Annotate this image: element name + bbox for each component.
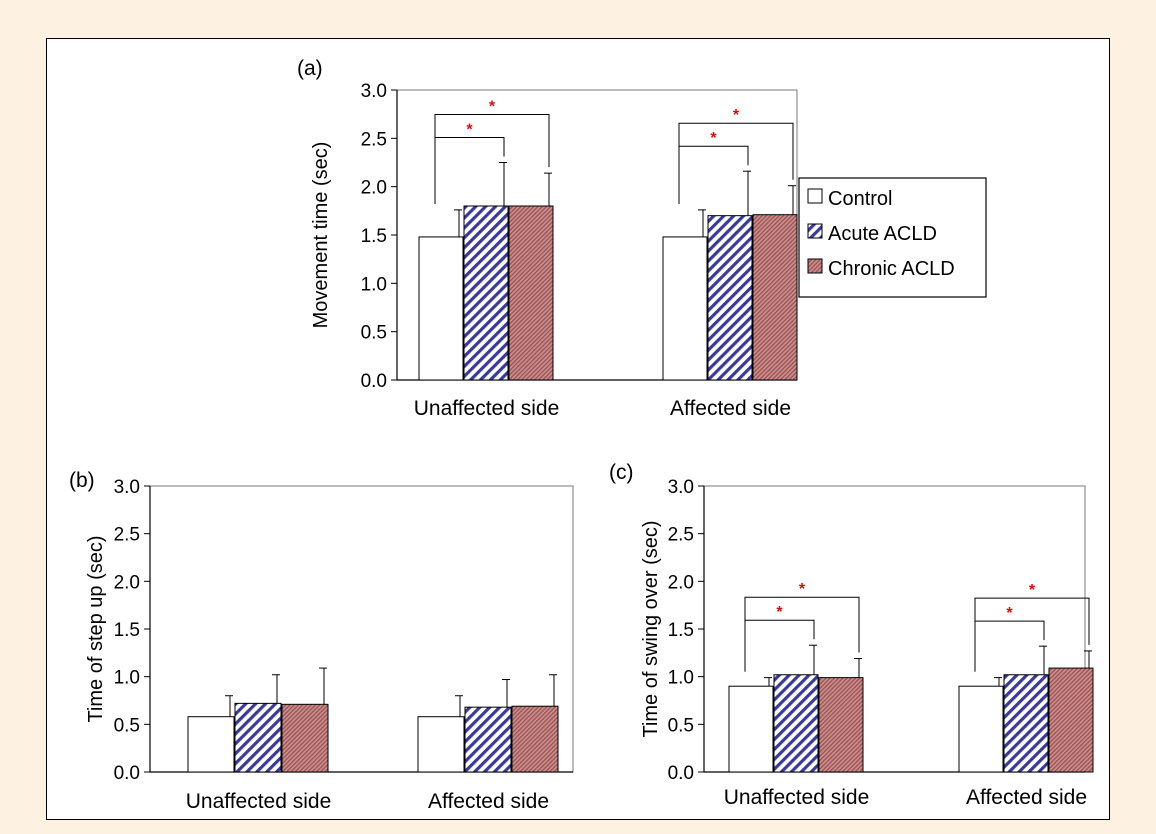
category-label: Unaffected side [414, 397, 560, 420]
y-tick-label: 1.0 [114, 668, 140, 689]
bar [187, 716, 235, 773]
bar [463, 205, 509, 381]
y-tick-label: 2.5 [361, 129, 387, 150]
bar [417, 716, 465, 773]
y-axis-title: Time of swing over (sec) [640, 520, 662, 737]
legend-item-label: Acute ACLD [828, 223, 937, 245]
bar [511, 705, 559, 773]
significance-bracket [744, 596, 860, 672]
figure-canvas: 0.0 0.5 1.0 1.5 2.0 2.5 3.0 Movement time (sec)… [69, 57, 1094, 813]
bar [662, 236, 708, 381]
bar [281, 703, 329, 773]
significance-star: * [1006, 605, 1013, 622]
significance-star: * [799, 581, 806, 598]
significance-bracket [678, 145, 749, 204]
bar [707, 215, 753, 381]
legend-swatch [807, 258, 823, 274]
bar [464, 706, 512, 773]
y-tick-label: 1.0 [361, 274, 387, 295]
significance-star: * [489, 99, 496, 116]
legend: Control Acute ACLD Chronic ACLD [798, 177, 987, 298]
significance-star: * [466, 122, 473, 139]
y-tick-label: 2.0 [114, 572, 140, 593]
significance-bracket [434, 137, 505, 204]
bar [958, 685, 1004, 773]
significance-star: * [733, 107, 740, 124]
y-tick-label: 1.0 [668, 668, 694, 689]
y-tick-label: 0.0 [114, 763, 140, 784]
legend-swatch [807, 223, 823, 239]
chart-panel-0: 0.0 0.5 1.0 1.5 2.0 2.5 3.0 Movement time (sec)… [297, 57, 798, 420]
significance-bracket [974, 620, 1045, 672]
bar [818, 677, 864, 773]
panel-label: (a) [297, 57, 323, 80]
y-tick-label: 2.0 [361, 178, 387, 199]
y-tick-label: 0.5 [361, 323, 387, 344]
y-tick-label: 0.0 [668, 763, 694, 784]
bar [773, 674, 819, 773]
y-axis-title: Movement time (sec) [310, 142, 332, 329]
y-tick-label: 0.5 [668, 715, 694, 736]
y-tick-label: 1.5 [361, 226, 387, 247]
y-tick-label: 3.0 [361, 81, 387, 102]
y-tick-label: 2.0 [668, 572, 694, 593]
chart-panel-1: 0.0 0.5 1.0 1.5 2.0 2.5 3.0 Time of step up (se… [69, 469, 574, 813]
y-tick-label: 0.5 [114, 715, 140, 736]
bar [234, 702, 282, 773]
legend-box [798, 177, 987, 298]
legend-item-label: Control [828, 188, 892, 210]
panel-label: (c) [609, 461, 634, 484]
chart-panel-2: 0.0 0.5 1.0 1.5 2.0 2.5 3.0 Time of swing over … [609, 461, 1094, 809]
legend-swatch [807, 188, 823, 204]
y-axis-title: Time of step up (sec) [85, 535, 107, 722]
y-tick-label: 2.5 [114, 525, 140, 546]
y-tick-label: 1.5 [114, 620, 140, 641]
bar [1003, 674, 1049, 773]
y-tick-label: 3.0 [668, 477, 694, 498]
y-tick-label: 1.5 [668, 620, 694, 641]
legend-item-label: Chronic ACLD [828, 258, 955, 280]
category-label: Affected side [966, 786, 1087, 809]
bar [508, 205, 554, 381]
y-tick-label: 0.0 [361, 371, 387, 392]
significance-bracket [974, 597, 1090, 672]
bar [418, 236, 464, 381]
category-label: Unaffected side [186, 790, 332, 813]
category-label: Affected side [428, 790, 549, 813]
significance-star: * [776, 604, 783, 621]
significance-bracket [744, 619, 815, 672]
bar [752, 214, 798, 381]
category-label: Affected side [670, 397, 791, 420]
panel-label: (b) [69, 469, 95, 492]
figure-frame: 0.0 0.5 1.0 1.5 2.0 2.5 3.0 Movement time (sec)… [46, 38, 1110, 820]
y-tick-label: 2.5 [668, 525, 694, 546]
bar [1048, 667, 1094, 773]
category-label: Unaffected side [724, 786, 870, 809]
significance-star: * [1029, 582, 1036, 599]
y-tick-label: 3.0 [114, 477, 140, 498]
significance-star: * [710, 130, 717, 147]
bar [728, 685, 774, 773]
significance-bracket [434, 114, 550, 204]
significance-bracket [678, 122, 794, 204]
